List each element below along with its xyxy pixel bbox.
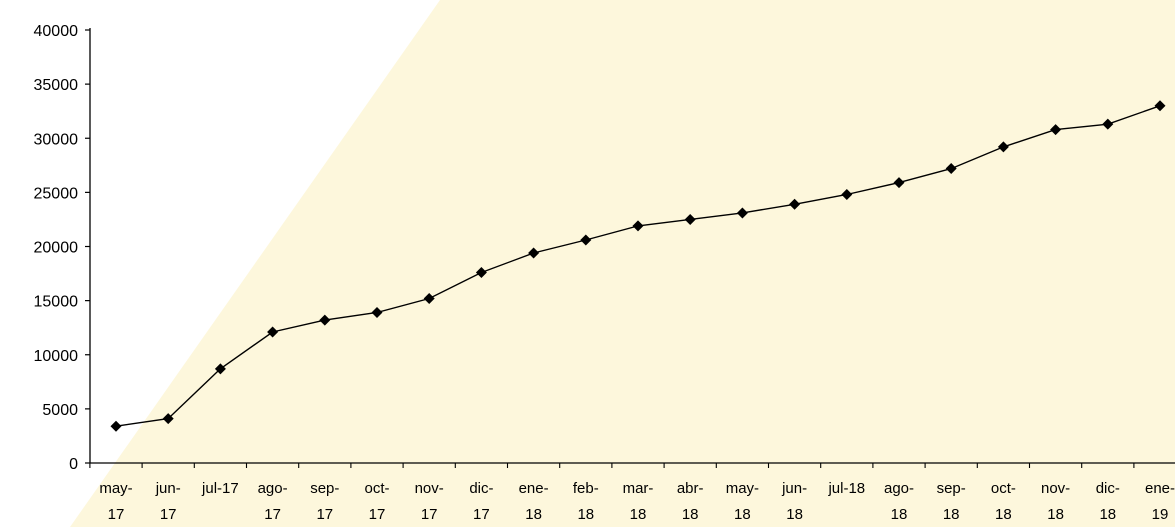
x-tick-label: oct-17 xyxy=(364,480,389,523)
plot-area-background xyxy=(70,0,1175,527)
x-tick-label: ago-18 xyxy=(884,480,914,523)
chart-axes xyxy=(89,28,1175,464)
data-point-feb-18 xyxy=(580,234,592,246)
data-point-may-17 xyxy=(110,420,122,432)
data-point-dic-18 xyxy=(1102,118,1114,130)
data-point-jul-17 xyxy=(214,363,226,375)
x-tick-label: may-18 xyxy=(726,480,759,523)
x-tick-label: nov-18 xyxy=(1041,480,1070,523)
x-tick-label: jul-17 xyxy=(201,480,239,497)
y-tick-label: 40000 xyxy=(34,23,79,40)
x-tick-label: sep-17 xyxy=(310,480,339,523)
x-axis-ticks: may-17 jun-17 jul-17 ago-17 sep-17 oct-17 nov-… xyxy=(89,463,1175,523)
x-tick-label: sep-18 xyxy=(937,480,966,523)
data-point-jun-17 xyxy=(162,413,174,425)
x-tick-label: jun-18 xyxy=(781,480,807,523)
x-tick-label: jul-18 xyxy=(827,480,865,497)
x-tick-label: dic-18 xyxy=(1096,480,1120,523)
y-tick-label: 0 xyxy=(69,456,78,473)
data-point-sep-17 xyxy=(319,314,331,326)
data-point-may-18 xyxy=(736,207,748,219)
data-point-ene-18 xyxy=(528,247,540,259)
data-point-oct-18 xyxy=(997,141,1009,153)
data-point-nov-17 xyxy=(423,292,435,304)
x-tick-label: ago-17 xyxy=(258,480,288,523)
x-tick-label: ene-18 xyxy=(519,480,549,523)
x-tick-label: jun-17 xyxy=(155,480,181,523)
data-point-ago-17 xyxy=(267,326,279,338)
data-point-oct-17 xyxy=(371,307,383,319)
data-point-dic-17 xyxy=(475,266,487,278)
data-point-abr-18 xyxy=(684,213,696,225)
x-tick-label: may-17 xyxy=(99,480,132,523)
data-point-nov-18 xyxy=(1050,124,1062,136)
y-axis-ticks: 0 5000 10000 15000 20000 25000 30000 35000 40000 xyxy=(34,23,90,473)
data-series xyxy=(110,100,1166,432)
y-tick-label: 10000 xyxy=(34,348,79,365)
x-tick-label: ene-19 xyxy=(1145,480,1175,523)
x-tick-label: dic-17 xyxy=(469,480,493,523)
data-point-ago-18 xyxy=(893,177,905,189)
data-point-jul-18 xyxy=(841,189,853,201)
y-tick-label: 25000 xyxy=(34,185,79,202)
x-tick-label: oct-18 xyxy=(991,480,1016,523)
y-tick-label: 35000 xyxy=(34,77,79,94)
y-tick-label: 20000 xyxy=(34,240,79,257)
y-tick-label: 15000 xyxy=(34,294,79,311)
y-tick-label: 5000 xyxy=(42,402,78,419)
x-tick-label: abr-18 xyxy=(677,480,704,523)
x-tick-label: nov-17 xyxy=(415,480,444,523)
y-tick-label: 30000 xyxy=(34,131,79,148)
x-tick-label: feb-18 xyxy=(573,480,599,523)
data-point-jun-18 xyxy=(789,198,801,210)
x-tick-label: mar-18 xyxy=(623,480,654,523)
data-point-ene-19 xyxy=(1154,100,1166,112)
data-point-mar-18 xyxy=(632,220,644,232)
data-point-sep-18 xyxy=(945,163,957,175)
